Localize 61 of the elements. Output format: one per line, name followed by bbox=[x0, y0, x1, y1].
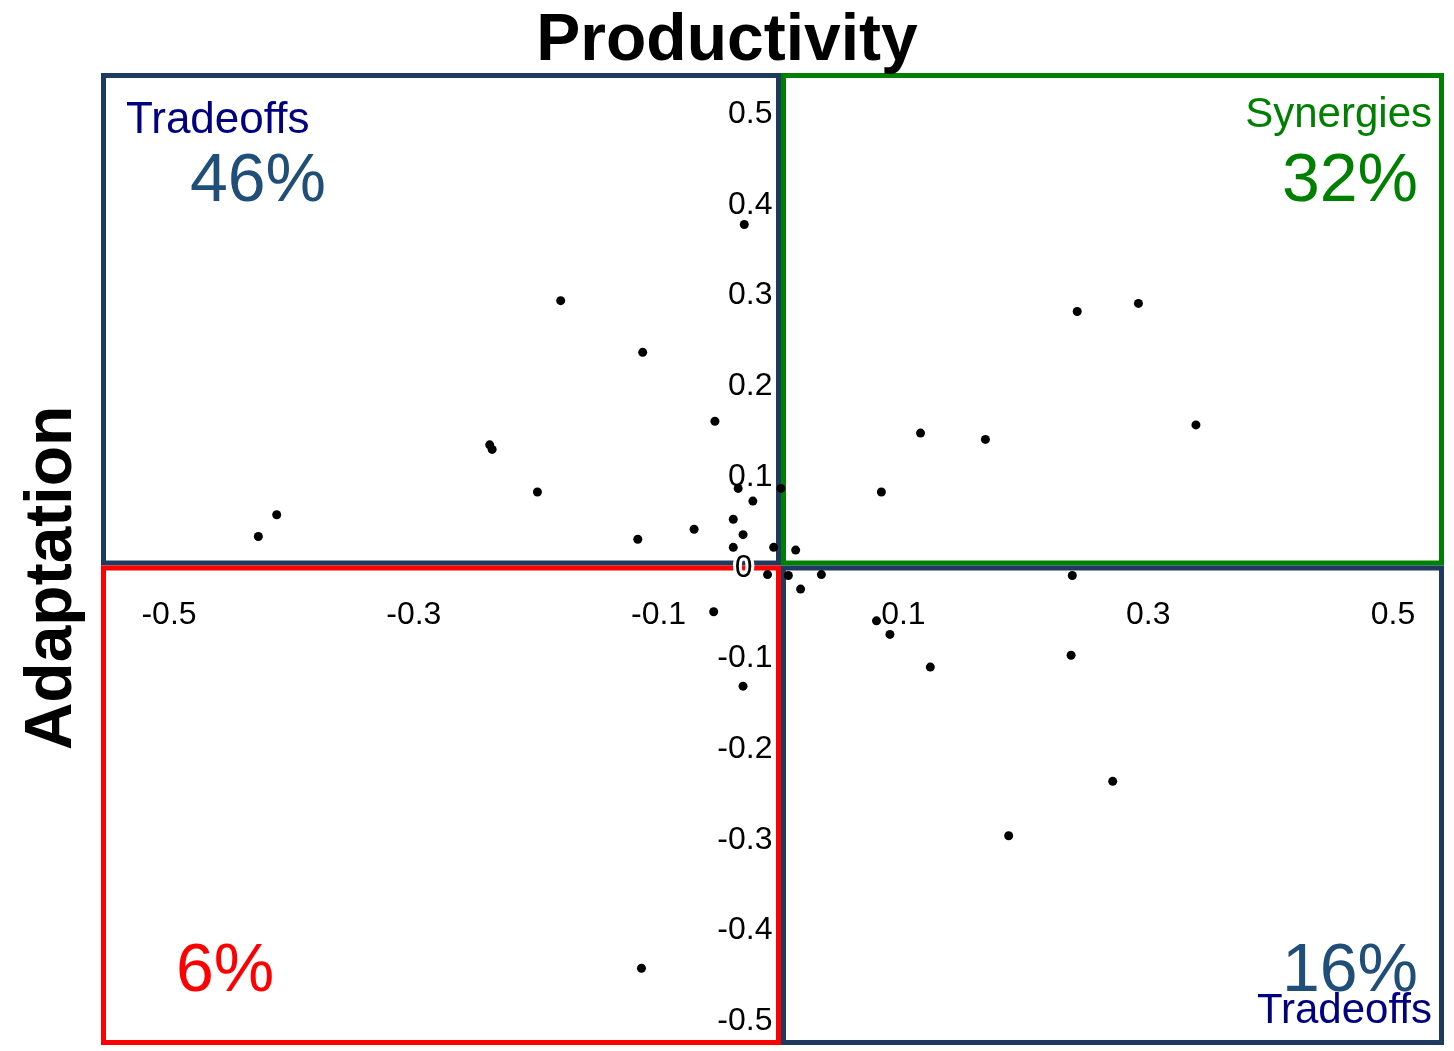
point bbox=[1072, 307, 1082, 317]
x-tick-label: -0.3 bbox=[386, 595, 442, 631]
x-tick-label: 0.5 bbox=[1370, 595, 1416, 631]
point bbox=[791, 545, 801, 555]
annotation: 6% bbox=[176, 929, 275, 1005]
point bbox=[709, 607, 719, 617]
y-tick-label: 0.1 bbox=[728, 456, 773, 493]
point bbox=[556, 296, 566, 306]
point bbox=[710, 416, 720, 426]
point bbox=[272, 510, 282, 520]
point bbox=[1133, 298, 1143, 308]
y-tick-label: 0.5 bbox=[728, 94, 773, 130]
annotation: Synergies bbox=[1245, 89, 1432, 136]
x-axis-title: Productivity bbox=[535, 0, 919, 74]
point bbox=[739, 219, 749, 229]
x-tick-label: 0.1 bbox=[881, 595, 926, 631]
x-tick-label: 0.3 bbox=[1125, 595, 1171, 631]
annotation: Tradeoffs bbox=[126, 93, 310, 142]
point bbox=[532, 487, 542, 497]
point bbox=[885, 629, 895, 639]
point bbox=[1067, 570, 1077, 580]
point bbox=[1108, 776, 1118, 786]
point bbox=[253, 531, 263, 541]
point bbox=[1004, 831, 1014, 841]
y-tick-label: 0.4 bbox=[728, 184, 773, 221]
point bbox=[748, 496, 758, 506]
point bbox=[776, 483, 786, 493]
point bbox=[633, 534, 643, 544]
point bbox=[728, 542, 738, 552]
point bbox=[638, 347, 648, 357]
point bbox=[871, 616, 881, 626]
point bbox=[769, 542, 779, 552]
y-tick-label: 0.3 bbox=[728, 275, 773, 312]
point bbox=[916, 428, 926, 438]
y-tick-label: -0.2 bbox=[717, 728, 773, 765]
point bbox=[876, 487, 886, 497]
x-tick-label: -0.1 bbox=[631, 595, 687, 631]
y-tick-label: -0.3 bbox=[717, 819, 773, 856]
point bbox=[763, 570, 773, 580]
y-tick-label: -0.4 bbox=[717, 910, 773, 947]
y-tick-label: -0.1 bbox=[717, 638, 773, 675]
x-tick-label: -0.5 bbox=[141, 595, 197, 631]
y-axis-title: Adaptation bbox=[11, 405, 85, 751]
point bbox=[738, 530, 748, 540]
point bbox=[689, 524, 699, 534]
y-tick-label: 0 bbox=[734, 547, 753, 584]
point bbox=[738, 681, 748, 691]
point bbox=[1066, 650, 1076, 660]
annotation: 46% bbox=[189, 139, 326, 215]
point bbox=[1191, 420, 1201, 430]
point bbox=[980, 434, 990, 444]
point bbox=[925, 662, 935, 672]
y-tick-label: -0.5 bbox=[717, 1001, 773, 1037]
point bbox=[796, 584, 806, 594]
point bbox=[636, 963, 646, 973]
point bbox=[728, 514, 738, 524]
point bbox=[816, 570, 826, 580]
annotation: 32% bbox=[1281, 139, 1418, 215]
y-tick-label: 0.2 bbox=[728, 366, 773, 403]
point bbox=[487, 444, 497, 454]
point bbox=[783, 570, 793, 580]
